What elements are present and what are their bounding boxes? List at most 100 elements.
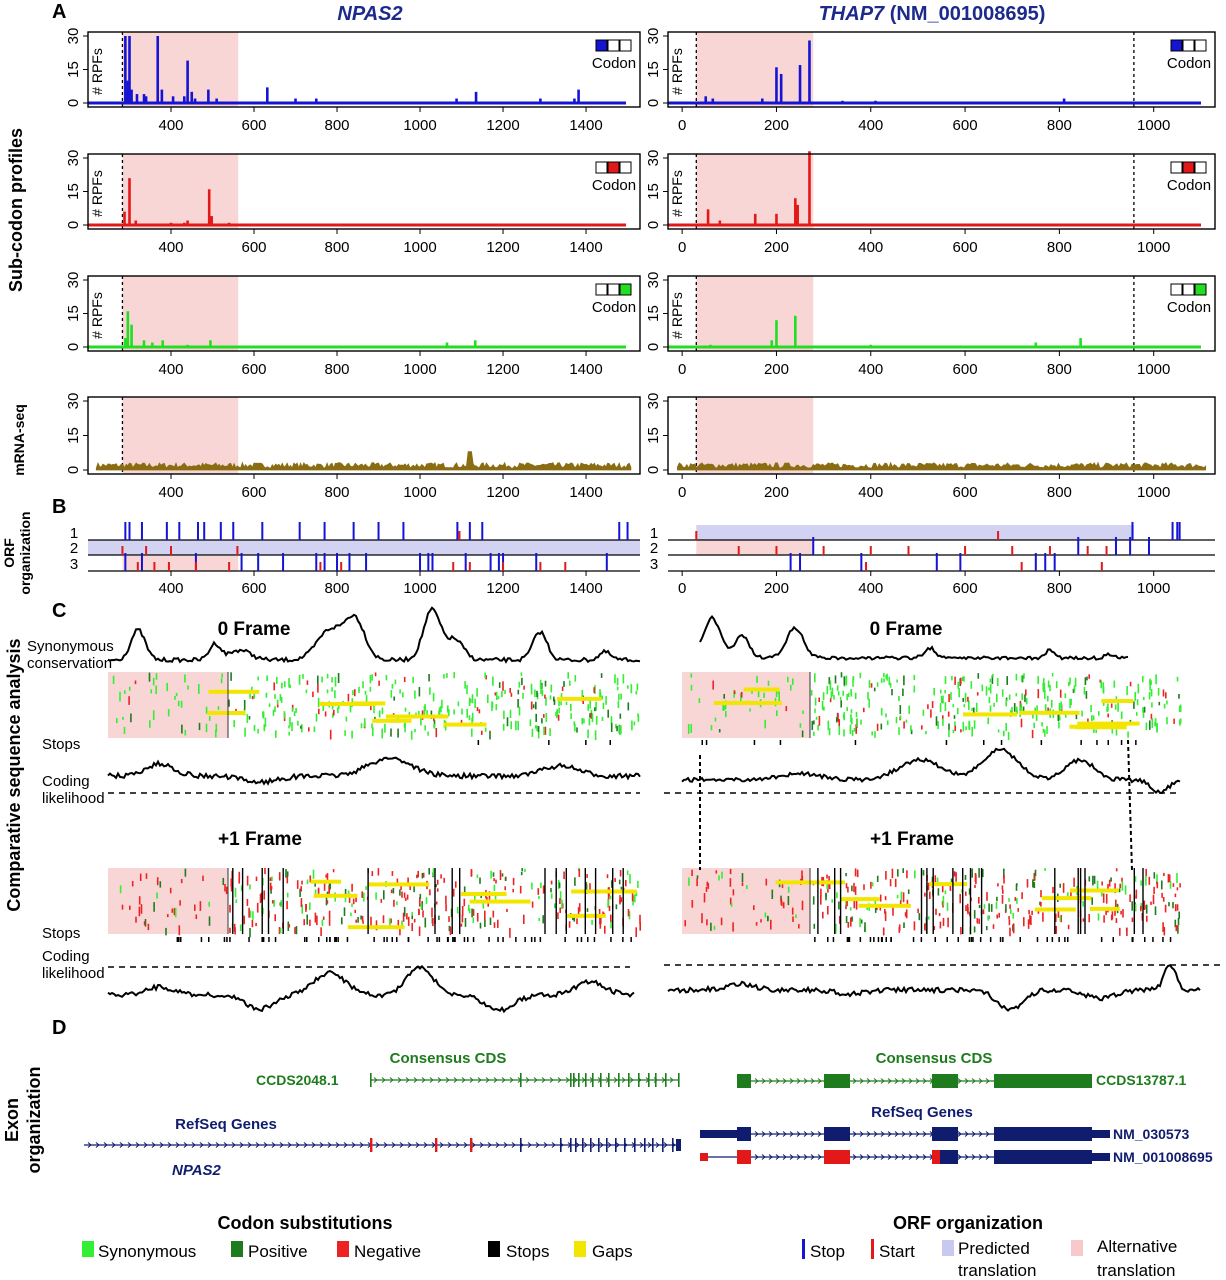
- right-frame1-heatmap-cell: [938, 913, 941, 917]
- left-frame1-heatmap-cell: [512, 888, 514, 893]
- left-frame1-heatmap-cell: [303, 919, 305, 926]
- left-ccds-marks-chevron: [565, 1077, 570, 1083]
- left-frame1-stop-tick: [223, 937, 226, 942]
- left-frame1-heatmap-cell: [421, 872, 424, 879]
- left-refseq-marks-chevron: [583, 1142, 588, 1148]
- left-frame0-heatmap-cell: [217, 706, 220, 710]
- right-frame1-heatmap-cell: [1002, 889, 1004, 894]
- left-frame1-heatmap-cell: [294, 927, 296, 934]
- left-frame1-stop-tick: [452, 937, 454, 942]
- left-frame0-heatmap-cell: [574, 723, 576, 732]
- left-frame0-heatmap-cell: [560, 701, 562, 706]
- left-frame1-heatmap-cell: [506, 908, 508, 913]
- left-frame1-heatmap-cell: [606, 874, 609, 879]
- right-nm1-exon-3: [932, 1127, 958, 1141]
- left-frame0-heatmap-cell: [605, 696, 607, 705]
- right-nm1-marks-chevron: [873, 1131, 878, 1137]
- right-frame1-stop-tick: [989, 937, 992, 942]
- left-frame0-heatmap-cell: [560, 693, 563, 700]
- left-frame1-heatmap-cell: [585, 884, 588, 895]
- left-frame0-heatmap-cell: [636, 683, 639, 691]
- right-frame1-heatmap-cell: [1176, 887, 1179, 891]
- left-frame1-heatmap-cell: [263, 890, 265, 900]
- left-frame1-heatmap-cell: [424, 917, 427, 928]
- left-frame1-heatmap-cell: [634, 894, 636, 903]
- right-frame1-heatmap-cell: [935, 908, 937, 915]
- left-frame0-heatmap-cell: [576, 727, 578, 733]
- right-frame1-heatmap-cell: [696, 875, 699, 879]
- left-frame0-heatmap-cell: [537, 731, 540, 739]
- left-frame1-heatmap-alt-region: [108, 868, 228, 934]
- right-frame0-heatmap-cell: [836, 685, 839, 691]
- right-nm2-marks-chevron: [817, 1154, 822, 1160]
- right-nm1-exon-4: [994, 1127, 1092, 1141]
- left-frame1-stop-tick: [534, 937, 536, 942]
- left-consensus-label: Consensus CDS: [390, 1050, 507, 1067]
- right-frame0-heatmap-cell: [913, 674, 916, 680]
- right-frame1-heatmap-stop-column: [1077, 868, 1079, 934]
- right-frame1-stop-tick: [832, 937, 835, 942]
- left-frame1-heatmap-stop-column: [594, 868, 597, 934]
- right-frame1-heatmap-cell: [949, 884, 952, 891]
- right-frame0-heatmap-cell: [898, 696, 900, 702]
- right-frame1-heatmap-cell: [850, 917, 852, 927]
- right-frame0-heatmap-cell: [1015, 693, 1018, 697]
- left-frame1-heatmap-cell: [568, 921, 571, 928]
- right-row-3-ytick-label-1: 15: [645, 305, 662, 322]
- right-frame0-heatmap-cell: [1145, 722, 1148, 731]
- left-frame1-heatmap-cell: [234, 927, 236, 935]
- left-frame0-heatmap-cell: [184, 674, 186, 683]
- left-refseq-marks-chevron: [335, 1142, 340, 1148]
- right-frame0-heatmap-cell: [952, 704, 955, 708]
- left-frame1-heatmap-cell: [440, 874, 442, 879]
- left-refseq-marks-chevron: [407, 1142, 412, 1148]
- right-row-3-xtick-label-3: 600: [953, 361, 978, 378]
- left-frame1-heatmap-cell: [328, 919, 331, 926]
- left-frame1-heatmap-cell: [435, 901, 438, 905]
- right-frame0-heatmap-cell: [810, 690, 813, 696]
- left-frame0-heatmap-cell: [370, 706, 372, 711]
- right-frame0-heatmap-cell: [1044, 729, 1046, 737]
- right-frame0-heatmap-cell: [950, 692, 952, 700]
- left-frame1-heatmap-cell: [249, 910, 252, 918]
- left-frame1-heatmap-gap: [368, 882, 430, 887]
- left-frame1-heatmap-cell: [173, 908, 176, 916]
- left-frame0-heatmap-cell: [221, 673, 223, 678]
- right-frame0-heatmap-cell: [1020, 704, 1023, 712]
- right-frame0-heatmap-cell: [1043, 682, 1046, 691]
- right-frame0-heatmap-cell: [833, 695, 835, 700]
- right-frame0-heatmap-cell: [863, 707, 865, 713]
- left-frame0-heatmap-cell: [155, 685, 157, 695]
- left-row-1-codon-box-3: [619, 39, 632, 52]
- right-frame1-heatmap-cell: [825, 893, 827, 901]
- left-refseq-marks-chevron: [159, 1142, 164, 1148]
- left-row-3-codon-box-1: [595, 283, 608, 296]
- right-nm1-marks-chevron: [915, 1131, 920, 1137]
- right-frame0-heatmap-cell: [963, 676, 965, 682]
- left-frame0-heatmap-cell: [427, 731, 429, 736]
- left-frame0-heatmap-cell: [122, 716, 124, 720]
- right-frame0-heatmap-cell: [977, 673, 980, 679]
- right-frame0-heatmap-cell: [698, 698, 701, 704]
- left-frame1-heatmap-cell: [222, 877, 225, 886]
- left-frame1-heatmap-cell: [487, 903, 489, 907]
- right-frame1-stop-tick: [859, 937, 862, 942]
- left-frame1-heatmap-cell: [495, 879, 497, 884]
- left-frame0-heatmap-cell: [313, 726, 316, 733]
- left-frame0-heatmap-cell: [570, 703, 572, 712]
- left-frame0-heatmap-cell: [378, 680, 380, 686]
- right-frame0-heatmap-cell: [937, 721, 939, 730]
- left-frame0-heatmap-cell: [517, 689, 520, 695]
- right-frame1-heatmap-cell: [1062, 883, 1065, 893]
- right-frame0-heatmap-cell: [960, 729, 962, 733]
- left-frame0-heatmap-cell: [351, 730, 353, 739]
- right-frame0-heatmap-cell: [954, 721, 956, 727]
- left-frame0-heatmap-cell: [619, 713, 622, 719]
- section-label-exon-2: organization: [24, 1067, 44, 1174]
- left-frame1-heatmap-gap: [461, 892, 507, 896]
- left-frame1-heatmap-cell: [620, 886, 623, 892]
- left-frame0-heatmap-cell: [448, 709, 450, 717]
- left-frame1-heatmap-cell: [199, 901, 202, 911]
- right-row-3-ylabel: # RPFs: [669, 292, 685, 339]
- left-frame1-heatmap-cell: [403, 892, 406, 898]
